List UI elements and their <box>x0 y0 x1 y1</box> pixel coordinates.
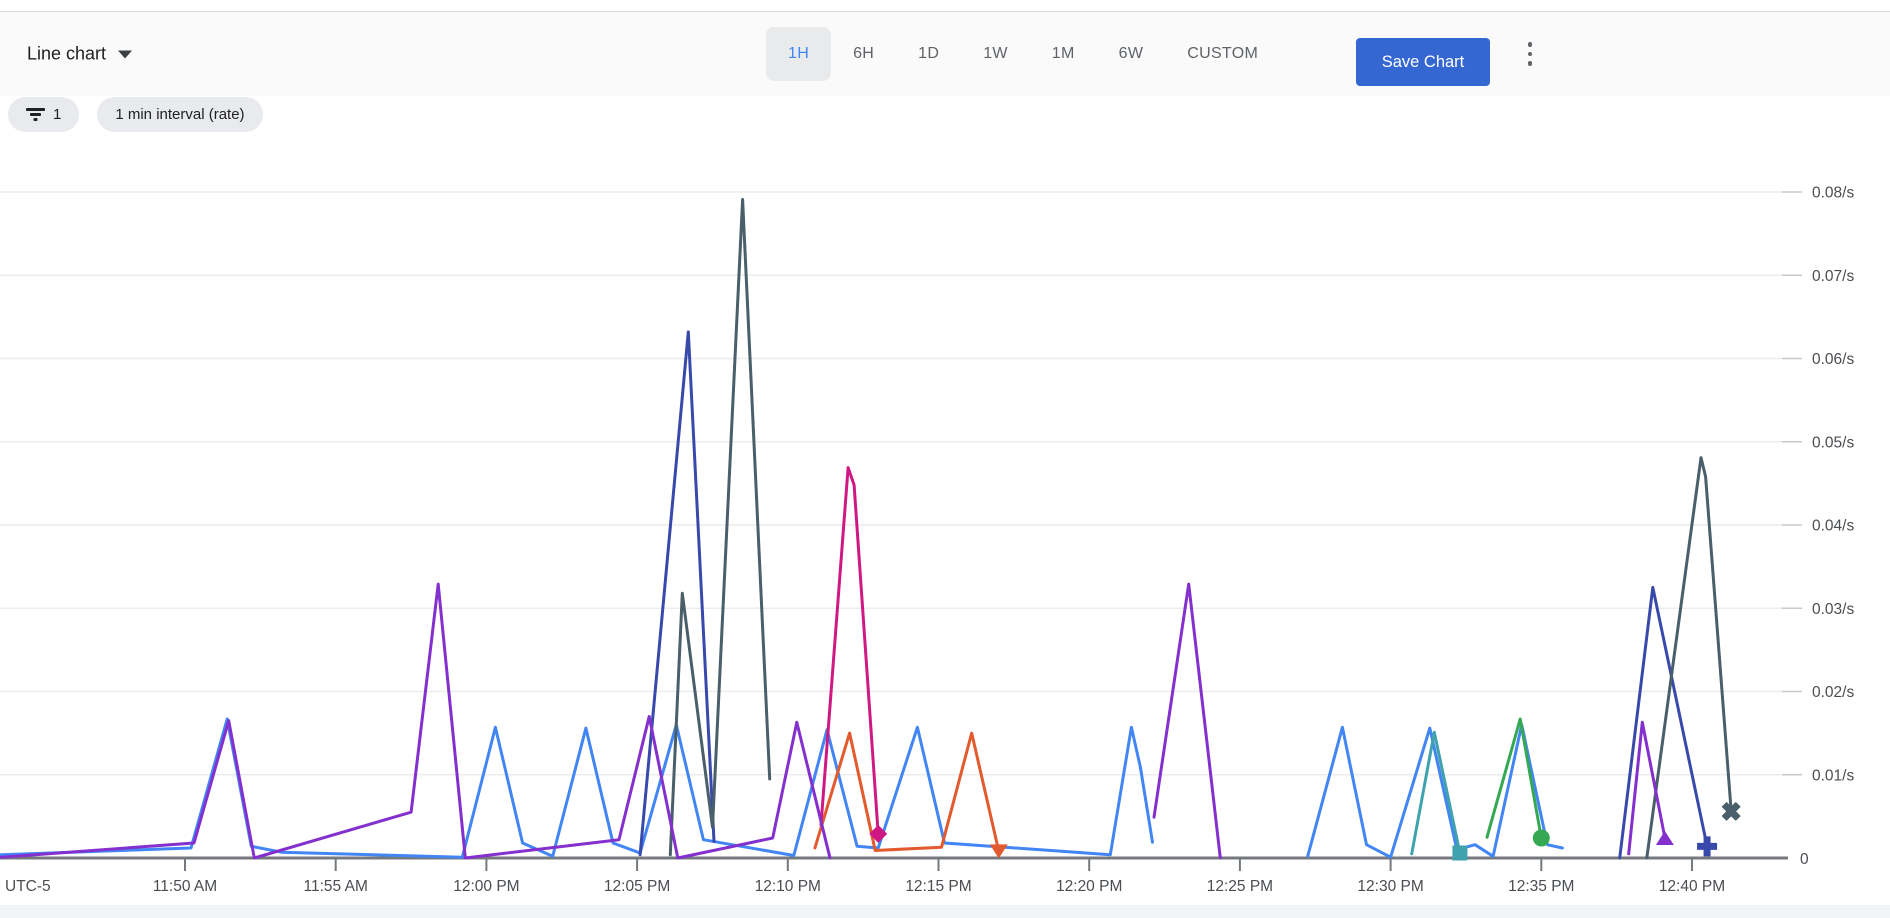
x-axis-label: 12:20 PM <box>1056 878 1122 895</box>
timezone-label: UTC-5 <box>5 878 51 895</box>
x-axis-label: 12:35 PM <box>1508 878 1574 895</box>
series-line-navy <box>638 330 716 857</box>
range-button-1h[interactable]: 1H <box>766 27 832 81</box>
range-button-6h[interactable]: 6H <box>853 45 875 62</box>
series-line-magenta <box>819 466 880 836</box>
x-axis-label: 12:30 PM <box>1357 878 1423 895</box>
series-end-marker-square-teal <box>1452 845 1468 861</box>
x-axis-label: 12:05 PM <box>604 878 670 895</box>
filter-count-chip[interactable]: 1 <box>8 97 80 132</box>
filter-icon <box>26 108 45 121</box>
interval-label: 1 min interval (rate) <box>115 106 245 123</box>
y-axis-label: 0.05/s <box>1812 434 1854 451</box>
x-axis-label: 12:25 PM <box>1207 878 1273 895</box>
range-button-custom[interactable]: CUSTOM <box>1187 45 1259 62</box>
series-end-marker-circle-green <box>1532 829 1550 847</box>
y-axis-label: 0.06/s <box>1812 351 1854 368</box>
x-axis-label: 12:40 PM <box>1659 878 1725 895</box>
range-button-1d[interactable]: 1D <box>918 45 940 62</box>
series-end-marker-diamond-magenta <box>869 824 888 843</box>
filter-chip-row: 1 1 min interval (rate) <box>8 97 263 132</box>
y-axis-label: 0.02/s <box>1812 684 1854 701</box>
series-line-teal <box>1410 730 1462 856</box>
y-axis-label: 0.08/s <box>1812 185 1854 202</box>
series-end-marker-plus-navy <box>1697 836 1718 857</box>
x-axis-label: 12:10 PM <box>755 878 821 895</box>
series-end-marker-triangle-up-purple <box>1655 831 1674 846</box>
series-line-orange <box>813 731 1001 853</box>
save-chart-button[interactable]: Save Chart <box>1356 38 1490 86</box>
more-options-icon[interactable] <box>1520 36 1540 72</box>
filter-count: 1 <box>53 106 62 123</box>
y-axis-label: 0.07/s <box>1812 268 1854 285</box>
series-line-purple <box>1152 582 1222 860</box>
interval-chip[interactable]: 1 min interval (rate) <box>97 97 263 132</box>
y-axis-zero-label: 0 <box>1800 851 1809 868</box>
time-range-selector: 1H 6H 1D 1W 1M 6W CUSTOM <box>766 27 1280 81</box>
chart-type-dropdown[interactable]: Line chart <box>27 43 133 65</box>
series-end-marker-x-slate <box>1721 801 1741 821</box>
series-end-marker-triangle-down-orange <box>989 844 1008 859</box>
range-button-1m[interactable]: 1M <box>1051 45 1075 62</box>
series-line-navy <box>1618 585 1709 860</box>
x-axis-label: 11:50 AM <box>153 878 217 895</box>
range-button-6w[interactable]: 6W <box>1118 45 1144 62</box>
y-axis-label: 0.03/s <box>1812 601 1854 618</box>
series-line-purple <box>1627 720 1667 856</box>
chart-type-label: Line chart <box>27 43 107 64</box>
bottom-divider <box>0 905 1890 918</box>
chart-toolbar: Line chart 1H 6H 1D 1W 1M 6W CUSTOM Save… <box>0 11 1890 96</box>
x-axis-label: 12:15 PM <box>905 878 971 895</box>
y-axis-label: 0.01/s <box>1812 767 1854 784</box>
series-line-blue <box>0 717 1154 859</box>
chevron-down-icon <box>118 50 133 58</box>
series-line-green <box>1485 717 1543 840</box>
series-line-purple <box>0 582 832 860</box>
series-line-slate <box>1645 456 1733 860</box>
y-axis-label: 0.04/s <box>1812 518 1854 535</box>
series-line-slate <box>668 198 772 857</box>
x-axis-label: 12:00 PM <box>453 878 519 895</box>
range-button-1w[interactable]: 1W <box>983 45 1008 62</box>
x-axis-label: 11:55 AM <box>304 878 368 895</box>
